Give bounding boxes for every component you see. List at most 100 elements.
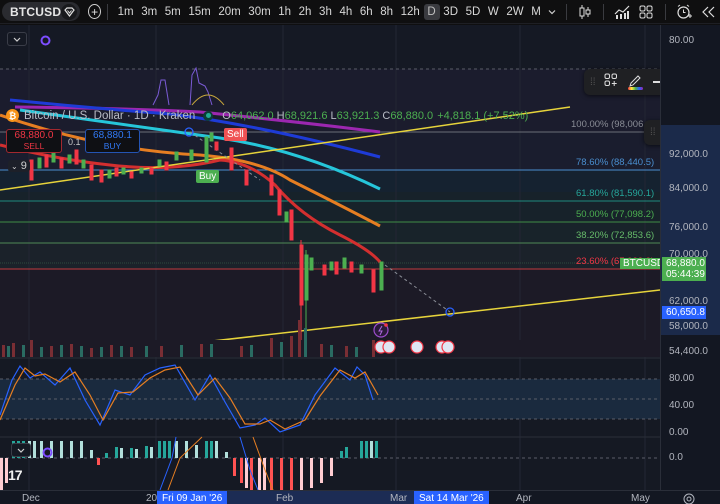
price-label: 70,000.0 — [669, 249, 708, 260]
high-value: 68,921.6 — [284, 109, 328, 122]
bitcoin-logo-icon: ₿ — [6, 109, 19, 122]
interval-6h[interactable]: 6h — [359, 5, 373, 18]
range-start-label: Fri 09 Jan '26 — [157, 491, 228, 504]
sync-icon[interactable] — [40, 33, 51, 51]
settings-gear-icon[interactable] — [683, 492, 695, 504]
line-width-icon[interactable] — [652, 81, 665, 83]
symbol-title[interactable]: Bitcoin / U.S. Dollar · 1D · Kraken — [24, 109, 196, 122]
interval-5m[interactable]: 5m — [164, 5, 181, 18]
replay-icon[interactable] — [699, 3, 717, 21]
symbol-label: BTCUSD — [10, 4, 62, 19]
open-value: 64,062.0 — [230, 109, 274, 122]
time-range-highlight — [157, 491, 485, 504]
interval-D[interactable]: D — [423, 3, 440, 20]
interval-3h[interactable]: 3h — [319, 5, 332, 18]
interval-2h[interactable]: 2h — [298, 5, 312, 18]
fib-level-50: 50.00% (77,098.2) — [576, 209, 655, 220]
compare-add-icon[interactable]: + — [88, 4, 101, 19]
high-key: H — [276, 109, 285, 122]
open-key: O — [222, 109, 231, 122]
layouts-icon[interactable] — [637, 3, 655, 21]
symbol-search[interactable]: BTCUSD — [2, 2, 81, 21]
hidden-indicator-count: 9 — [20, 160, 27, 172]
interval-8h[interactable]: 8h — [380, 5, 394, 18]
chevron-down-icon: ⌄ — [11, 162, 18, 171]
price-axis[interactable]: 80.00 92,000.0 84,000.0 76,000.0 70,000.… — [660, 25, 720, 490]
price-label: 76,000.0 — [669, 222, 708, 233]
tradingview-logo[interactable]: 17 — [8, 467, 23, 483]
interval-2W[interactable]: 2W — [506, 5, 524, 18]
add-template-icon[interactable] — [604, 73, 618, 92]
interval-5D[interactable]: 5D — [465, 5, 481, 18]
macd-collapse-button[interactable] — [11, 443, 31, 457]
interval-dropdown-chevron-icon[interactable] — [545, 4, 561, 20]
macd-label: 0.0 — [669, 452, 683, 463]
price-label: 92,000.0 — [669, 149, 708, 160]
candles-icon[interactable] — [576, 3, 594, 21]
interval-15m[interactable]: 15m — [188, 5, 211, 18]
pane-collapse-button[interactable] — [7, 32, 27, 46]
divider — [107, 3, 108, 20]
current-price-tag: 68,880.0 05:44:39 — [662, 257, 706, 281]
sync-icon[interactable] — [42, 445, 53, 463]
sell-button[interactable]: 68,880.0 SELL — [6, 129, 62, 153]
time-label: Dec — [22, 493, 40, 504]
interval-W[interactable]: W — [487, 5, 499, 18]
target-price-tag: 60,650.8 — [662, 306, 706, 319]
fib-level-38-2: 38.20% (72,853.6) — [576, 230, 655, 241]
stoch-label: 40.00 — [669, 400, 695, 411]
buy-button[interactable]: 68,880.1 BUY — [85, 129, 140, 153]
interval-12h[interactable]: 12h — [400, 5, 420, 18]
divider — [664, 3, 666, 20]
time-axis[interactable]: Dec 20 Fri 09 Jan '26 Feb Mar Sat 14 Mar… — [0, 490, 720, 504]
fib-level-61-8: 61.80% (81,590.1) — [576, 188, 655, 199]
drag-handle-icon[interactable]: ⁞⁞ — [650, 127, 656, 138]
interval-20m[interactable]: 20m — [218, 5, 241, 18]
stoch-label: 80.00 — [669, 373, 695, 384]
alert-icon[interactable] — [674, 3, 692, 21]
time-label: 20 — [146, 493, 158, 504]
indicators-collapse-button[interactable]: ⌄ 9 — [8, 160, 30, 172]
interval-1m[interactable]: 1m — [117, 5, 134, 18]
interval-1h[interactable]: 1h — [278, 5, 292, 18]
buy-signal-badge: Buy — [196, 170, 220, 183]
low-value: 63,921.3 — [336, 109, 380, 122]
divider — [566, 3, 567, 20]
price-label: 58,000.0 — [669, 321, 708, 332]
indicators-icon[interactable] — [613, 3, 631, 21]
gem-icon[interactable] — [61, 3, 78, 20]
interval-30m[interactable]: 30m — [248, 5, 271, 18]
range-end-label: Sat 14 Mar '26 — [414, 491, 489, 504]
fib-level-100: 100.00% (98,006 — [571, 119, 644, 130]
market-status-icon — [203, 110, 214, 121]
bar-countdown: 05:44:39 — [666, 269, 705, 280]
current-price: 68,880.0 — [666, 258, 705, 269]
price-label: 54,400.0 — [669, 346, 708, 357]
buy-label: BUY — [103, 141, 122, 151]
price-range-highlight — [661, 125, 720, 335]
close-value: 68,880.0 — [390, 109, 434, 122]
interval-3D[interactable]: 3D — [443, 5, 458, 18]
fib-level-78-6: 78.60% (88,440.5) — [576, 157, 655, 168]
price-label: 62,000.0 — [669, 296, 708, 307]
close-key: C — [382, 109, 391, 122]
buy-price: 68,880.1 — [93, 130, 132, 141]
symbol-price-tag: BTCUSD — [620, 258, 660, 269]
top-toolbar: BTCUSD + 1m 3m 5m 15m 20m 30m 1h 2h 3h 4… — [0, 0, 720, 24]
price-label: 80.00 — [669, 35, 695, 46]
time-label: Mar — [390, 493, 408, 504]
drag-handle-icon[interactable]: ⁞⁞ — [590, 76, 596, 88]
sell-price: 68,880.0 — [14, 130, 54, 141]
interval-3m[interactable]: 3m — [141, 5, 158, 18]
sell-signal-badge: Sell — [224, 128, 247, 141]
price-label: 84,000.0 — [669, 183, 708, 194]
time-label: Apr — [516, 493, 532, 504]
sell-label: SELL — [23, 141, 45, 151]
interval-bar: 1m 3m 5m 15m 20m 30m 1h 2h 3h 4h 6h 8h 1… — [114, 3, 561, 20]
interval-M[interactable]: M — [531, 5, 541, 18]
time-label: May — [631, 493, 650, 504]
pencil-color-icon[interactable] — [627, 74, 643, 90]
interval-4h[interactable]: 4h — [339, 5, 353, 18]
